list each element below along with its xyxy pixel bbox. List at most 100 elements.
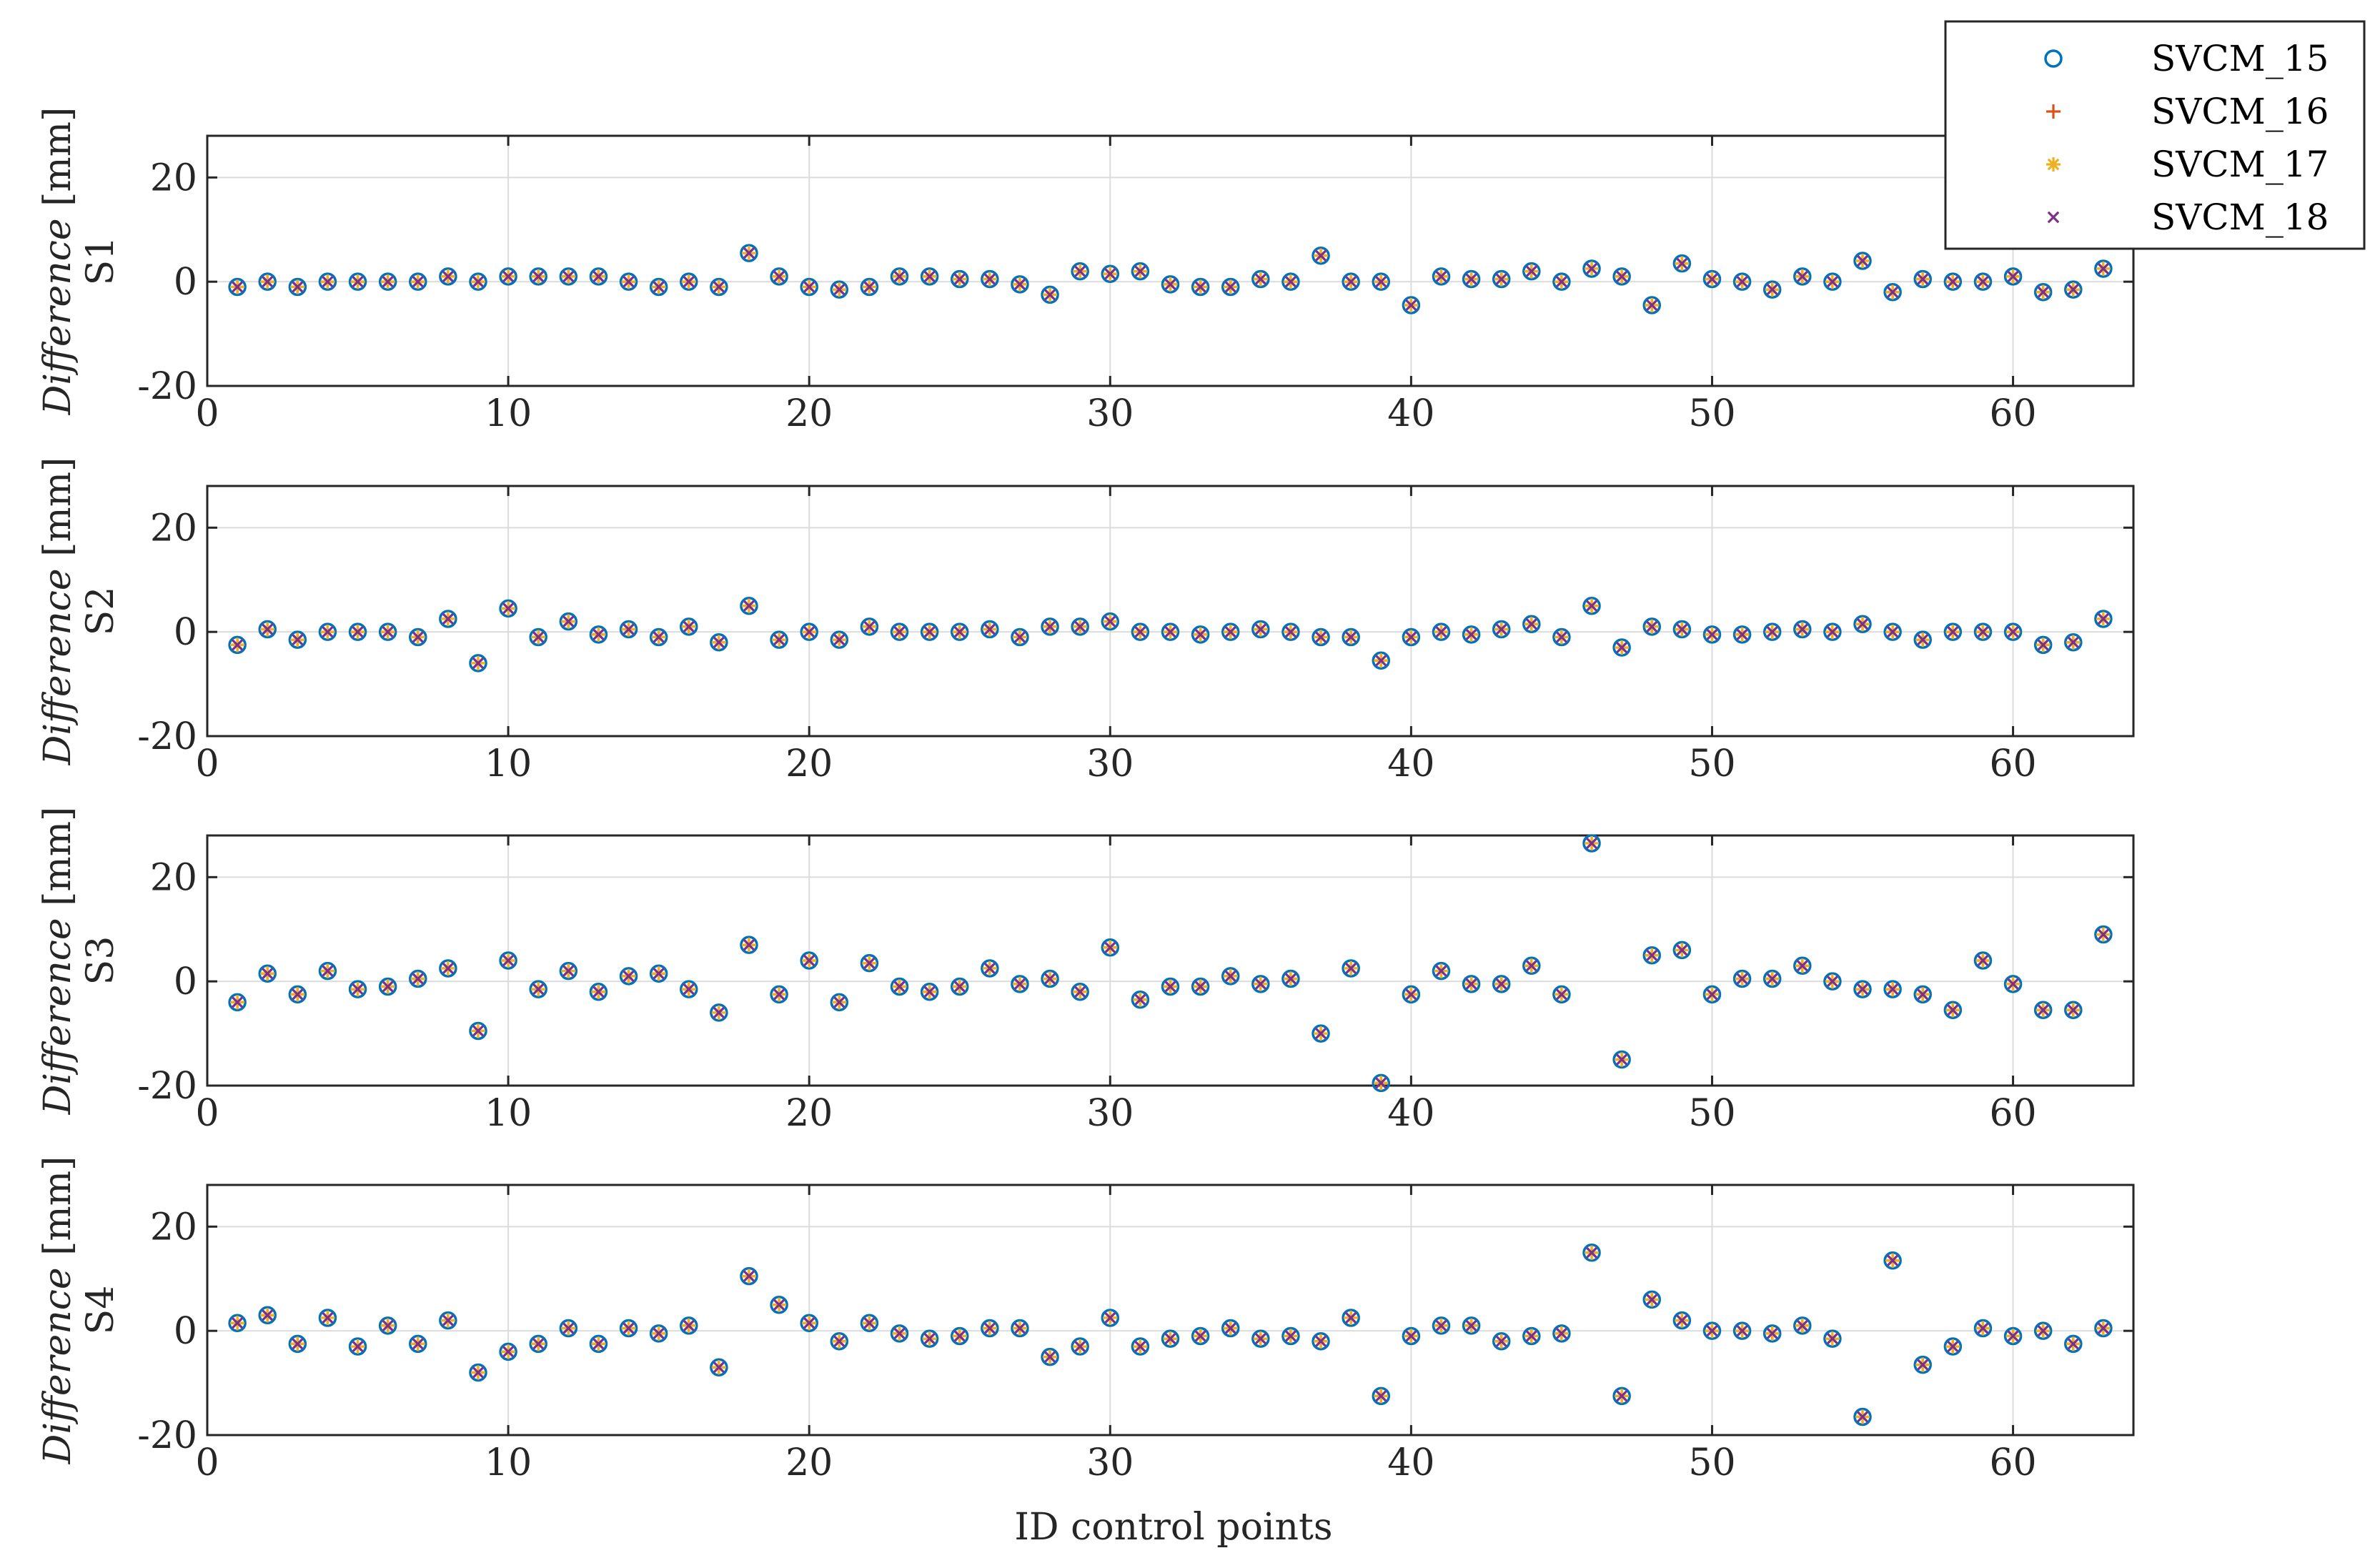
- point-svcm-18: [1495, 978, 1508, 991]
- point-svcm-15: [2064, 633, 2083, 652]
- point-svcm-15: [619, 272, 638, 291]
- point-svcm-15: [950, 269, 969, 289]
- point-svcm-18: [1826, 275, 1839, 288]
- point-svcm-15: [499, 951, 517, 970]
- axes-box: [206, 485, 2135, 738]
- point-svcm-15: [1883, 1251, 1902, 1270]
- point-svcm-18: [1013, 278, 1026, 291]
- point-svcm-15: [1191, 977, 1210, 996]
- point-svcm-18: [1977, 625, 1989, 638]
- point-svcm-18: [2097, 612, 2110, 625]
- point-svcm-15: [830, 1332, 849, 1351]
- point-svcm-15: [378, 977, 397, 996]
- point-svcm-15: [890, 622, 909, 641]
- point-svcm-15: [981, 269, 999, 289]
- point-svcm-15: [950, 977, 969, 996]
- point-svcm-18: [743, 1270, 755, 1282]
- point-svcm-18: [1676, 1314, 1688, 1326]
- point-svcm-18: [1435, 1319, 1447, 1332]
- point-svcm-18: [653, 1327, 665, 1340]
- point-svcm-18: [2067, 1338, 2080, 1350]
- point-svcm-18: [1947, 1003, 1959, 1016]
- point-svcm-18: [1043, 620, 1056, 633]
- point-svcm-15: [258, 272, 277, 291]
- point-svcm-15: [1402, 1326, 1421, 1346]
- point-svcm-18: [291, 988, 304, 1001]
- point-svcm-15: [1071, 1337, 1089, 1356]
- point-svcm-18: [1645, 620, 1658, 633]
- x-tick-label: 10: [485, 392, 532, 435]
- point-svcm-18: [683, 1319, 695, 1332]
- point-svcm-15: [830, 993, 849, 1012]
- point-svcm-18: [1826, 975, 1839, 988]
- point-svcm-15: [469, 654, 487, 673]
- x-tick-label: 20: [785, 1442, 833, 1484]
- point-svcm-18: [2007, 978, 2019, 991]
- point-svcm-15: [348, 1337, 367, 1356]
- point-svcm-15: [1672, 941, 1692, 960]
- point-svcm-18: [713, 1361, 725, 1374]
- point-svcm-15: [1853, 252, 1872, 270]
- point-svcm-18: [1465, 1319, 1477, 1332]
- point-svcm-18: [1947, 275, 1959, 288]
- point-svcm-18: [231, 996, 244, 1008]
- point-svcm-15: [1762, 622, 1782, 641]
- point-svcm-15: [1221, 1319, 1240, 1338]
- point-svcm-15: [860, 617, 879, 636]
- point-svcm-18: [322, 275, 334, 288]
- point-svcm-15: [1672, 1311, 1692, 1330]
- point-svcm-15: [288, 985, 307, 1004]
- point-svcm-18: [803, 281, 815, 293]
- point-svcm-15: [1883, 980, 1902, 998]
- point-svcm-18: [923, 625, 936, 638]
- point-svcm-15: [1342, 627, 1360, 647]
- point-svcm-18: [1736, 275, 1748, 288]
- point-svcm-15: [1943, 622, 1963, 641]
- point-svcm-15: [1823, 622, 1842, 641]
- legend: SVCM_15 SVCM_16 SVCM_17 SVCM_18: [1944, 20, 2366, 250]
- point-svcm-15: [1793, 267, 1812, 286]
- point-svcm-15: [1793, 1316, 1812, 1335]
- point-svcm-18: [1465, 628, 1477, 641]
- point-svcm-15: [1161, 1329, 1180, 1348]
- point-svcm-18: [1465, 978, 1477, 991]
- point-svcm-18: [231, 639, 244, 651]
- point-svcm-18: [1826, 625, 1839, 638]
- point-svcm-15: [1372, 272, 1391, 291]
- point-svcm-15: [2094, 610, 2113, 628]
- point-svcm-15: [2094, 259, 2113, 278]
- point-svcm-15: [2033, 635, 2053, 655]
- point-svcm-18: [1706, 273, 1718, 285]
- plot-area: [207, 486, 2133, 736]
- point-svcm-15: [1372, 1073, 1391, 1093]
- x-tick-label: 0: [195, 1092, 219, 1135]
- point-svcm-18: [1164, 625, 1176, 638]
- point-svcm-15: [1853, 615, 1872, 633]
- legend-entry-svcm-18: SVCM_18: [2047, 197, 2329, 238]
- point-svcm-15: [981, 620, 999, 639]
- point-svcm-18: [1284, 1330, 1297, 1342]
- point-svcm-18: [953, 1330, 966, 1342]
- x-tick-label: 10: [485, 743, 532, 785]
- point-svcm-15: [1251, 1329, 1270, 1348]
- point-svcm-18: [1013, 631, 1026, 643]
- point-svcm-18: [592, 270, 605, 283]
- point-svcm-15: [770, 1295, 788, 1314]
- point-svcm-18: [1766, 973, 1779, 985]
- point-svcm-15: [559, 1319, 578, 1338]
- point-svcm-18: [291, 1338, 304, 1350]
- point-svcm-15: [1973, 951, 1993, 970]
- point-svcm-15: [981, 959, 999, 978]
- point-svcm-15: [469, 272, 487, 291]
- point-svcm-18: [1254, 1332, 1267, 1345]
- x-tick-label: 30: [1086, 1092, 1134, 1135]
- point-svcm-18: [1585, 1246, 1598, 1259]
- panel-label: S2: [79, 587, 122, 636]
- point-svcm-18: [532, 270, 545, 283]
- point-svcm-18: [352, 275, 364, 288]
- point-svcm-15: [1612, 1386, 1631, 1406]
- point-svcm-18: [713, 281, 725, 293]
- point-svcm-18: [1374, 1077, 1387, 1089]
